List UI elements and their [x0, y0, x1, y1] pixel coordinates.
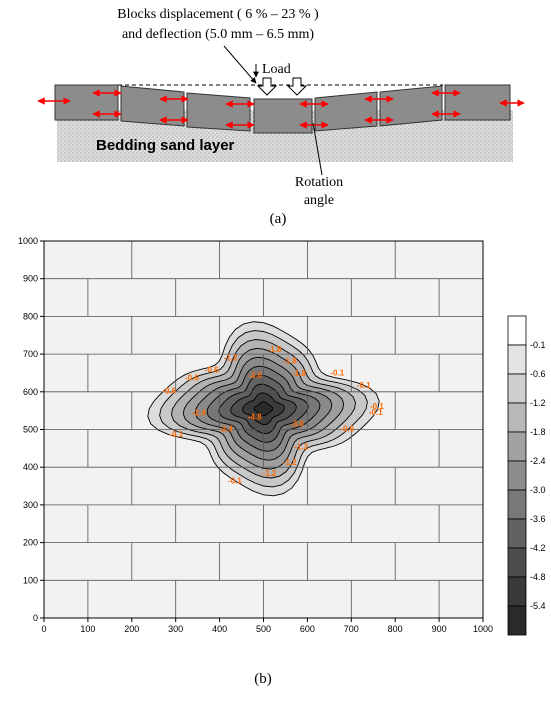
legend-swatch — [507, 373, 527, 404]
rotation-label-line2: angle — [304, 193, 334, 208]
annotation-arrow — [223, 45, 257, 84]
legend-swatch — [507, 402, 527, 433]
x-tick-label: 600 — [300, 624, 315, 634]
legend-swatch — [507, 547, 527, 578]
legend-swatch — [507, 460, 527, 491]
contour-label: -0.1 — [357, 381, 371, 390]
block-5 — [314, 91, 378, 132]
horizontal-force-arrows — [37, 89, 525, 129]
block-7 — [444, 84, 511, 121]
x-tick-label: 800 — [388, 624, 403, 634]
contour-label: -1.2 — [263, 469, 277, 478]
brick-grid — [44, 241, 483, 618]
contour-label: -1.2 — [294, 443, 308, 452]
contour-label: -0.6 — [340, 425, 354, 434]
legend-colorbar: -0.1 -0.6 -1.2 -1.8 -2.4 -3.0 -3.6 -4.2 -4.8 -5.4 — [507, 315, 546, 636]
contour-labels: -0.1 -0.6 -1.2 -1.8 -2.4 -3.0 -3.6 -4.8 -0.1 -0.6… — [162, 345, 384, 486]
caption-a: (a) — [270, 211, 287, 227]
contour-label: -0.1 — [370, 402, 384, 411]
x-tick-label: 300 — [168, 624, 183, 634]
load-arrow-right — [286, 77, 308, 96]
y-tick-label: 500 — [23, 425, 38, 435]
legend-label: -2.4 — [530, 456, 546, 466]
contour-label: -3.6 — [248, 371, 262, 380]
x-tick-label: 100 — [80, 624, 95, 634]
x-tick-label: 0 — [41, 624, 46, 634]
y-tick-label: 600 — [23, 387, 38, 397]
legend-label: -1.8 — [530, 427, 546, 437]
y-tick-label: 100 — [23, 575, 38, 585]
panel-b: -0.1 -0.6 -1.2 -1.8 -2.4 -3.0 -3.6 -4.8 -0.1 -0.6… — [18, 236, 546, 687]
contour-label: -2.4 — [219, 424, 233, 433]
contour-label: -1.8 — [283, 357, 297, 366]
legend-swatch — [507, 518, 527, 549]
bedding-sand-label: Bedding sand layer — [96, 137, 235, 154]
legend-label: -5.4 — [530, 601, 546, 611]
x-tick-label: 1000 — [473, 624, 493, 634]
contour-label: -1.2 — [283, 458, 297, 467]
contour-label: -0.6 — [205, 365, 219, 374]
contour-label: -0.1 — [330, 368, 344, 377]
legend-label: -0.6 — [530, 369, 546, 379]
legend-label: -0.1 — [530, 340, 546, 350]
contour-band — [253, 401, 274, 417]
y-tick-label: 300 — [23, 500, 38, 510]
contour-label: -2.4 — [192, 408, 206, 417]
legend-label: -1.2 — [530, 398, 546, 408]
x-axis: 0 100 200 300 400 500 600 700 800 900 1000 — [41, 618, 493, 634]
y-tick-label: 700 — [23, 349, 38, 359]
contour-label: -0.1 — [228, 477, 242, 486]
contour-plot: -0.1 -0.6 -1.2 -1.8 -2.4 -3.0 -3.6 -4.8 -0.1 -0.6… — [44, 241, 483, 618]
annotation-line1: Blocks displacement ( 6 % – 23 % ) — [117, 7, 319, 22]
x-tick-label: 400 — [212, 624, 227, 634]
contour-label: -1.2 — [224, 354, 238, 363]
contour-label: -0.6 — [162, 387, 176, 396]
legend-swatch — [507, 489, 527, 520]
legend-label: -4.8 — [530, 572, 546, 582]
load-label: Load — [262, 62, 291, 77]
contour-label: -1.8 — [292, 369, 306, 378]
legend-swatch — [507, 605, 527, 636]
contour-label: -0.1 — [369, 408, 383, 417]
x-tick-label: 700 — [344, 624, 359, 634]
legend-label: -4.2 — [530, 543, 546, 553]
legend-swatch — [507, 576, 527, 607]
contour-label: -0.1 — [169, 430, 183, 439]
y-tick-label: 800 — [23, 311, 38, 321]
caption-b: (b) — [254, 671, 272, 687]
load-arrows — [256, 77, 308, 96]
legend-label: -3.6 — [530, 514, 546, 524]
y-tick-label: 0 — [33, 613, 38, 623]
contour-label: -4.8 — [248, 413, 262, 422]
y-tick-label: 400 — [23, 462, 38, 472]
y-tick-label: 1000 — [18, 236, 38, 246]
x-tick-label: 900 — [432, 624, 447, 634]
legend-label: -3.0 — [530, 485, 546, 495]
contour-label: -1.8 — [268, 345, 282, 354]
annotation-line2: and deflection (5.0 mm – 6.5 mm) — [122, 27, 314, 42]
rotation-pointer — [312, 122, 323, 176]
rotation-label-line1: Rotation — [295, 175, 343, 190]
legend-swatch — [507, 344, 527, 375]
legend-swatch — [507, 315, 527, 346]
panel-a: Blocks displacement ( 6 % – 23 % ) and d… — [37, 7, 525, 227]
contour-label: -3.0 — [290, 420, 304, 429]
block-6 — [379, 85, 443, 127]
contour-label: -0.6 — [185, 374, 199, 383]
y-tick-label: 900 — [23, 274, 38, 284]
y-axis: 0 100 200 300 400 500 600 700 800 900 1000 — [18, 236, 44, 623]
x-tick-label: 200 — [124, 624, 139, 634]
contour-fills — [147, 321, 380, 497]
x-tick-label: 500 — [256, 624, 271, 634]
load-arrow-left — [256, 77, 278, 96]
y-tick-label: 200 — [23, 538, 38, 548]
legend-swatch — [507, 431, 527, 462]
